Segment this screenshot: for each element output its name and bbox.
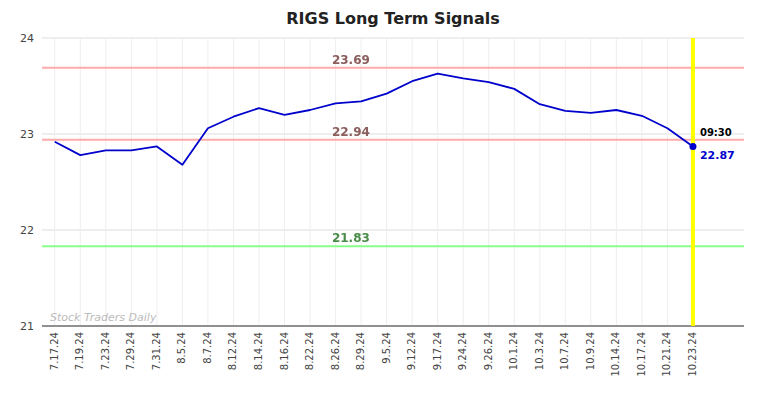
x-tick-label: 10.1.24 [508, 332, 519, 370]
y-grid-line [42, 230, 744, 231]
y-tick-label: 24 [20, 32, 34, 45]
last-point [689, 143, 696, 150]
x-tick-label: 8.16.24 [279, 332, 290, 370]
signal-label: 22.94 [332, 125, 370, 139]
x-tick-label: 9.24.24 [457, 332, 468, 370]
x-grid-line [54, 38, 55, 326]
x-tick-label: 10.17.24 [636, 332, 647, 377]
x-grid-line [310, 38, 311, 326]
x-tick-label: 8.7.24 [202, 332, 213, 364]
x-grid-line [514, 38, 515, 326]
x-grid-line [105, 38, 106, 326]
x-tick-label: 10.23.24 [687, 332, 698, 377]
y-tick-label: 23 [20, 128, 34, 141]
time-label: 09:30 [700, 127, 732, 138]
x-axis: 7.17.24 7.19.24 7.23.24 7.29.24 7.31.24 8.5.2… [49, 332, 698, 377]
x-tick-label: 8.12.24 [227, 332, 238, 370]
x-tick-label: 10.7.24 [559, 332, 570, 370]
signal-line [42, 67, 744, 69]
price-line [55, 74, 693, 165]
x-tick-label: 10.14.24 [610, 332, 621, 377]
signal-labels: 23.69 22.94 21.83 [332, 53, 370, 246]
x-grid-line [590, 38, 591, 326]
x-grid-line [361, 38, 362, 326]
x-tick-label: 7.17.24 [49, 332, 60, 370]
x-grid-line [80, 38, 81, 326]
x-tick-label: 9.17.24 [432, 332, 443, 370]
x-tick-label: 7.29.24 [125, 332, 136, 370]
x-tick-label: 8.22.24 [304, 332, 315, 370]
x-tick-label: 9.12.24 [406, 332, 417, 370]
series [55, 74, 693, 165]
x-tick-label: 7.23.24 [100, 332, 111, 370]
x-tick-label: 9.5.24 [381, 332, 392, 364]
time-marker-line [691, 38, 695, 326]
x-grid-line [565, 38, 566, 326]
x-tick-label: 8.26.24 [330, 332, 341, 370]
x-grid-line [641, 38, 642, 326]
y-grid-line [42, 326, 744, 327]
x-tick-label: 8.14.24 [253, 332, 264, 370]
signal-label: 23.69 [332, 53, 370, 67]
x-tick-label: 7.19.24 [74, 332, 85, 370]
x-grid-line [207, 38, 208, 326]
y-tick-label: 22 [20, 224, 34, 237]
x-grid-line [284, 38, 285, 326]
signal-label: 21.83 [332, 231, 370, 245]
page: {"chart_data": {"type": "line", "title":… [0, 0, 784, 398]
x-grid-line [156, 38, 157, 326]
signal-line [42, 139, 744, 141]
x-grid-line [386, 38, 387, 326]
x-tick-label: 9.26.24 [483, 332, 494, 370]
chart-container: 21 22 23 24 7.17.24 7.19.24 7.23.24 7.29.24 7.31… [0, 0, 784, 398]
x-grid-line [692, 38, 693, 326]
x-tick-label: 8.5.24 [176, 332, 187, 364]
x-grid-line [539, 38, 540, 326]
y-tick-label: 21 [20, 320, 34, 333]
x-grid-line [182, 38, 183, 326]
x-tick-label: 10.3.24 [534, 332, 545, 370]
y-grid-line [42, 38, 744, 39]
x-grid-line [463, 38, 464, 326]
x-grid-line [258, 38, 259, 326]
x-grid-line [233, 38, 234, 326]
x-axis-line [42, 325, 744, 326]
y-grid-line [42, 134, 744, 135]
watermark: Stock Traders Daily [50, 311, 157, 324]
x-tick-label: 10.21.24 [661, 332, 672, 377]
x-grid-line [131, 38, 132, 326]
last-value-label: 22.87 [700, 149, 735, 162]
x-grid-line [616, 38, 617, 326]
title: RIGS Long Term Signals [286, 9, 500, 28]
x-grid-line [335, 38, 336, 326]
signal-lines [42, 68, 744, 247]
grid [42, 38, 744, 326]
last-point-group [689, 143, 696, 150]
x-tick-label: 10.9.24 [585, 332, 596, 370]
x-grid-line [667, 38, 668, 326]
chart-svg: 21 22 23 24 7.17.24 7.19.24 7.23.24 7.29.24 7.31… [0, 0, 784, 398]
x-tick-label: 7.31.24 [151, 332, 162, 370]
x-tick-label: 8.29.24 [355, 332, 366, 370]
x-grid-line [437, 38, 438, 326]
signal-line [42, 245, 744, 247]
y-axis: 21 22 23 24 [20, 32, 34, 333]
